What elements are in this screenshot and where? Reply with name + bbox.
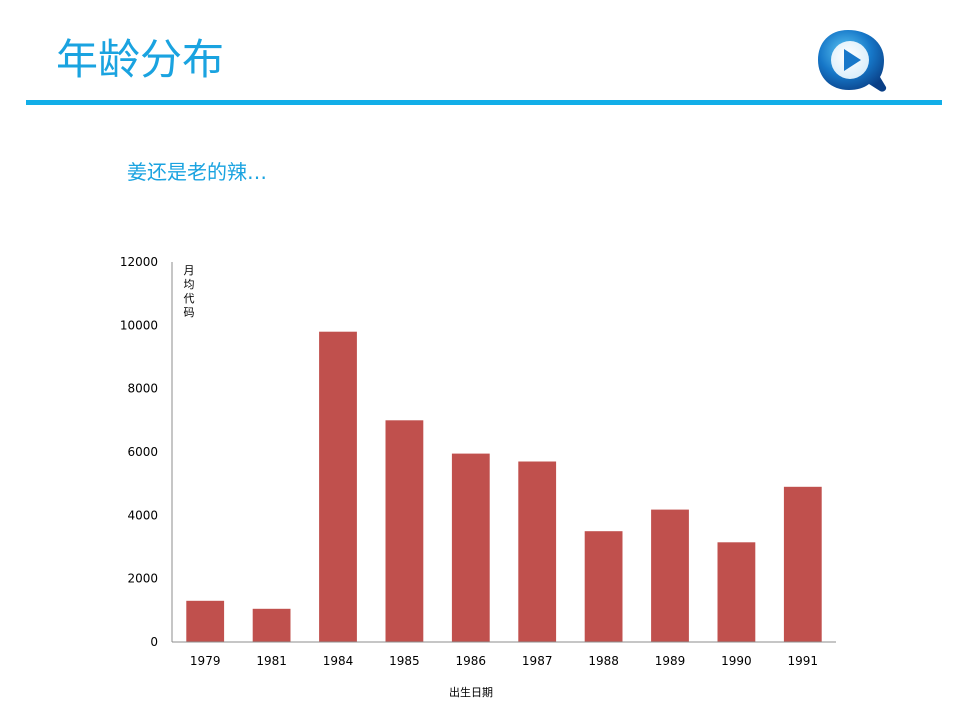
y-tick-labels: 0 2000 4000 6000 8000 10000 12000 bbox=[120, 255, 158, 649]
y-axis-label-text: 月均代码 bbox=[184, 264, 195, 319]
bar-1990 bbox=[717, 542, 756, 643]
chart-bars bbox=[186, 331, 822, 643]
bar-1987 bbox=[518, 461, 557, 642]
x-tick-label: 1987 bbox=[522, 654, 553, 668]
y-tick-label: 6000 bbox=[127, 445, 158, 459]
x-axis-label: 出生日期 bbox=[449, 685, 493, 699]
x-tick-label: 1989 bbox=[655, 654, 686, 668]
y-axis-label: 月均代码 bbox=[184, 264, 195, 319]
page-title: 年龄分布 bbox=[56, 35, 225, 84]
y-tick-label: 8000 bbox=[127, 382, 158, 396]
y-tick-label: 2000 bbox=[127, 572, 158, 586]
x-tick-label: 1991 bbox=[788, 654, 819, 668]
play-logo-icon bbox=[818, 30, 887, 92]
bar-1986 bbox=[451, 453, 490, 642]
y-tick-label: 4000 bbox=[127, 508, 158, 522]
x-tick-label: 1988 bbox=[588, 654, 619, 668]
x-tick-label: 1984 bbox=[323, 654, 354, 668]
bar-1984 bbox=[319, 331, 357, 642]
x-tick-label: 1990 bbox=[721, 654, 752, 668]
bar-1989 bbox=[651, 509, 689, 642]
x-tick-label: 1981 bbox=[256, 654, 287, 668]
title-divider bbox=[26, 100, 942, 105]
bar-1991 bbox=[783, 486, 822, 642]
bar-1981 bbox=[252, 608, 291, 643]
y-tick-label: 10000 bbox=[120, 318, 158, 332]
bar-1985 bbox=[385, 420, 424, 642]
bar-1979 bbox=[186, 600, 225, 642]
subtitle: 姜还是老的辣… bbox=[127, 160, 267, 184]
x-tick-label: 1986 bbox=[456, 654, 487, 668]
x-tick-label: 1985 bbox=[389, 654, 420, 668]
x-tick-label: 1979 bbox=[190, 654, 221, 668]
y-tick-label: 12000 bbox=[120, 255, 158, 269]
bar-1988 bbox=[584, 531, 623, 642]
y-tick-label: 0 bbox=[150, 635, 158, 649]
x-tick-labels: 1979 1981 1984 1985 1986 1987 1988 1989 1990 1991 bbox=[190, 654, 818, 668]
